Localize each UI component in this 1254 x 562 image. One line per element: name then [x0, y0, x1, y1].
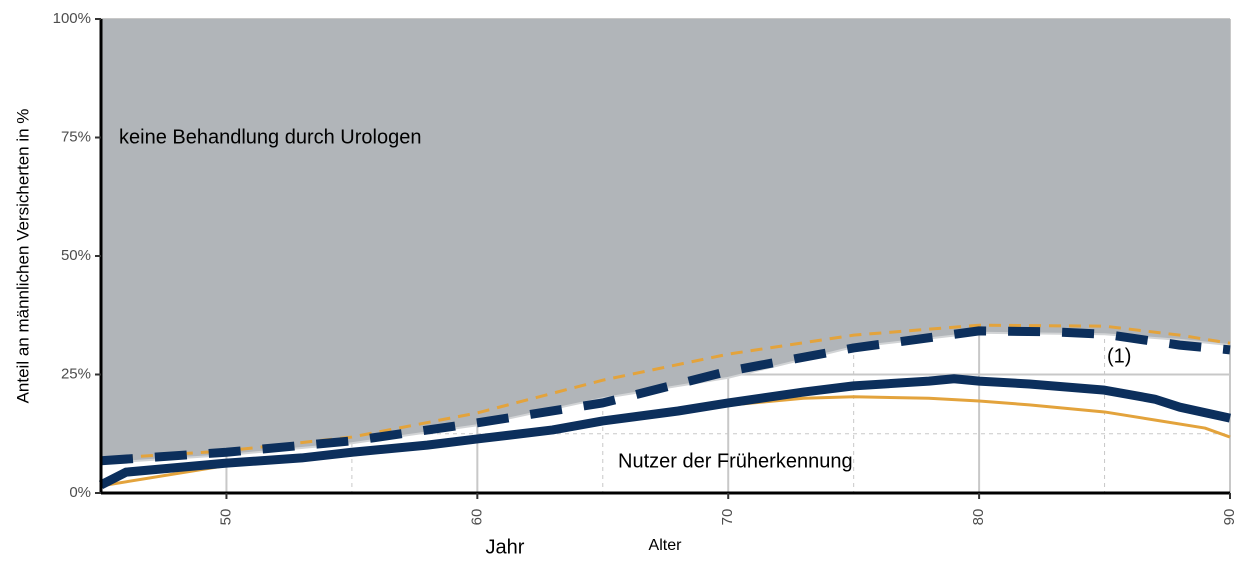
x-tick-label: 80	[970, 509, 987, 526]
y-axis-label: Anteil an männlichen Versicherten in %	[13, 109, 32, 404]
plot-area: 0% 25% 50% 75% 100% 50 60 70 80 90	[53, 10, 1238, 525]
annotation: (1)	[1107, 345, 1131, 367]
annotation: keine Behandlung durch Urologen	[119, 126, 421, 148]
area	[101, 19, 1230, 464]
y-tick-label: 25%	[61, 365, 91, 382]
y-tick-label: 50%	[61, 247, 91, 264]
x-tick-label: 70	[719, 509, 736, 526]
y-tick-label: 100%	[53, 10, 91, 27]
line-series	[100, 323, 1231, 461]
annotation: Jahr	[486, 536, 525, 558]
line-series	[100, 326, 1231, 466]
x-axis-label: Alter	[649, 537, 683, 554]
line-series	[98, 374, 1231, 489]
x-tick-label: 60	[468, 509, 485, 526]
x-tick-label: 90	[1221, 509, 1238, 526]
y-tick-label: 0%	[69, 484, 91, 501]
x-tick-label: 50	[217, 509, 234, 526]
y-tick-label: 75%	[61, 128, 91, 145]
annotation: Nutzer der Früherkennung	[618, 450, 853, 472]
